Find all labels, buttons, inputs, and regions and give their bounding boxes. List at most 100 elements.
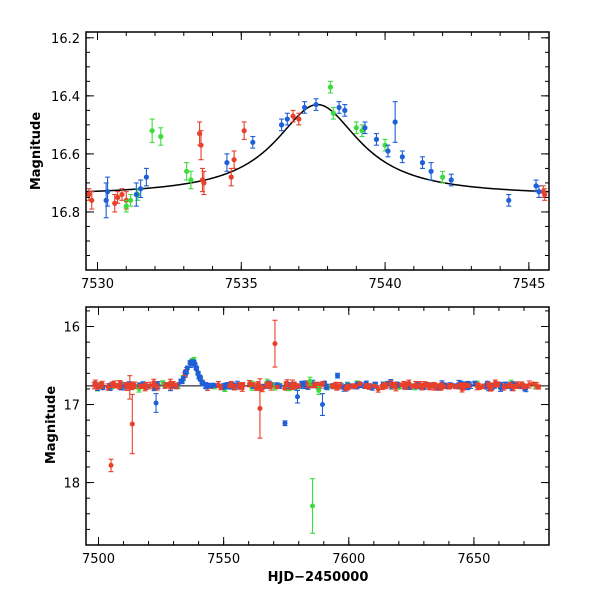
data-point (236, 383, 242, 389)
y-tick-label: 16.2 (51, 32, 80, 47)
data-point (166, 382, 172, 388)
data-point (313, 101, 319, 108)
data-point (227, 383, 233, 389)
bottom-panel: 7500 7550 7600 7650 16 17 18 Magnitude HJD−245… (44, 306, 550, 585)
data-point (178, 378, 184, 384)
data-point (283, 381, 289, 387)
y-tick-label: 18 (63, 477, 80, 492)
data-point (362, 125, 368, 131)
data-point (409, 383, 415, 389)
data-point (260, 386, 265, 392)
data-point (255, 381, 261, 387)
data-point (428, 168, 434, 174)
data-point (284, 116, 290, 122)
data-point (293, 383, 299, 389)
data-point (542, 191, 548, 198)
data-point (112, 200, 118, 206)
y-tick-label: 16.8 (51, 206, 80, 221)
data-point (375, 386, 381, 392)
data-point (278, 122, 285, 128)
data-point (307, 378, 313, 384)
top-y-axis-label: Magnitude (29, 112, 44, 191)
data-point (439, 174, 446, 180)
data-point (353, 384, 359, 389)
data-point (427, 385, 432, 391)
data-point (282, 386, 288, 391)
data-point (431, 382, 437, 388)
data-point (138, 186, 144, 192)
data-point (533, 183, 539, 189)
data-point (240, 381, 246, 387)
bottom-panel-data (86, 319, 549, 534)
data-point (138, 383, 144, 389)
data-point (203, 383, 209, 388)
data-point (153, 400, 159, 406)
y-tick-label: 16 (63, 321, 80, 336)
data-point (108, 462, 114, 468)
data-point (123, 203, 129, 209)
data-point (188, 177, 194, 183)
fit-curve (86, 103, 549, 193)
x-tick-label: 7600 (332, 552, 365, 567)
data-point (104, 189, 111, 195)
data-point (216, 382, 221, 387)
bottom-x-axis-label: HJD−2450000 (268, 570, 369, 585)
top-panel-data (86, 80, 549, 219)
data-point (158, 133, 164, 140)
top-panel-axes: 7530 7535 7540 7545 16.2 16.4 16.6 16.8 (51, 32, 549, 292)
data-point (198, 142, 204, 148)
x-tick-label: 7650 (457, 552, 490, 567)
bottom-y-axis-label: Magnitude (44, 386, 59, 465)
data-point (133, 191, 139, 198)
data-point (501, 384, 507, 390)
data-point (154, 384, 160, 390)
data-point (372, 383, 377, 389)
data-point (381, 383, 387, 389)
data-point (320, 381, 325, 387)
data-point (399, 382, 404, 387)
data-point (477, 385, 482, 391)
data-point (296, 116, 302, 122)
data-point (357, 381, 362, 387)
data-point (327, 84, 334, 90)
data-point (382, 142, 388, 148)
bottom-panel-axes: 7500 7550 7600 7650 16 17 18 (63, 307, 550, 567)
data-point (232, 384, 237, 390)
data-point (98, 383, 104, 388)
data-point (119, 191, 125, 198)
data-point (272, 341, 278, 347)
data-point (197, 376, 203, 381)
data-point (268, 384, 274, 389)
data-point (174, 383, 179, 389)
data-point (282, 420, 288, 426)
data-point (257, 405, 263, 411)
data-point (275, 384, 280, 390)
data-point (127, 384, 133, 390)
y-tick-label: 16.6 (51, 148, 80, 163)
data-point (320, 402, 326, 408)
data-point (143, 383, 149, 389)
data-point (290, 381, 295, 386)
data-point (531, 381, 536, 387)
data-point (247, 381, 252, 386)
data-point (231, 157, 237, 163)
data-point (105, 384, 111, 390)
data-point (509, 383, 515, 389)
data-point (147, 383, 153, 388)
data-point (228, 174, 234, 180)
data-point (129, 421, 135, 427)
data-point (367, 384, 372, 389)
data-point (316, 387, 322, 393)
data-point (208, 383, 213, 388)
bottom-panel-frame (85, 306, 550, 546)
data-point (330, 110, 336, 116)
x-tick-label: 7550 (207, 552, 240, 567)
data-point (250, 139, 256, 145)
data-point (342, 107, 348, 113)
data-point (335, 373, 341, 379)
data-point (94, 383, 100, 389)
y-tick-label: 17 (63, 399, 80, 414)
x-tick-label: 7530 (81, 277, 114, 292)
data-point (487, 384, 492, 389)
